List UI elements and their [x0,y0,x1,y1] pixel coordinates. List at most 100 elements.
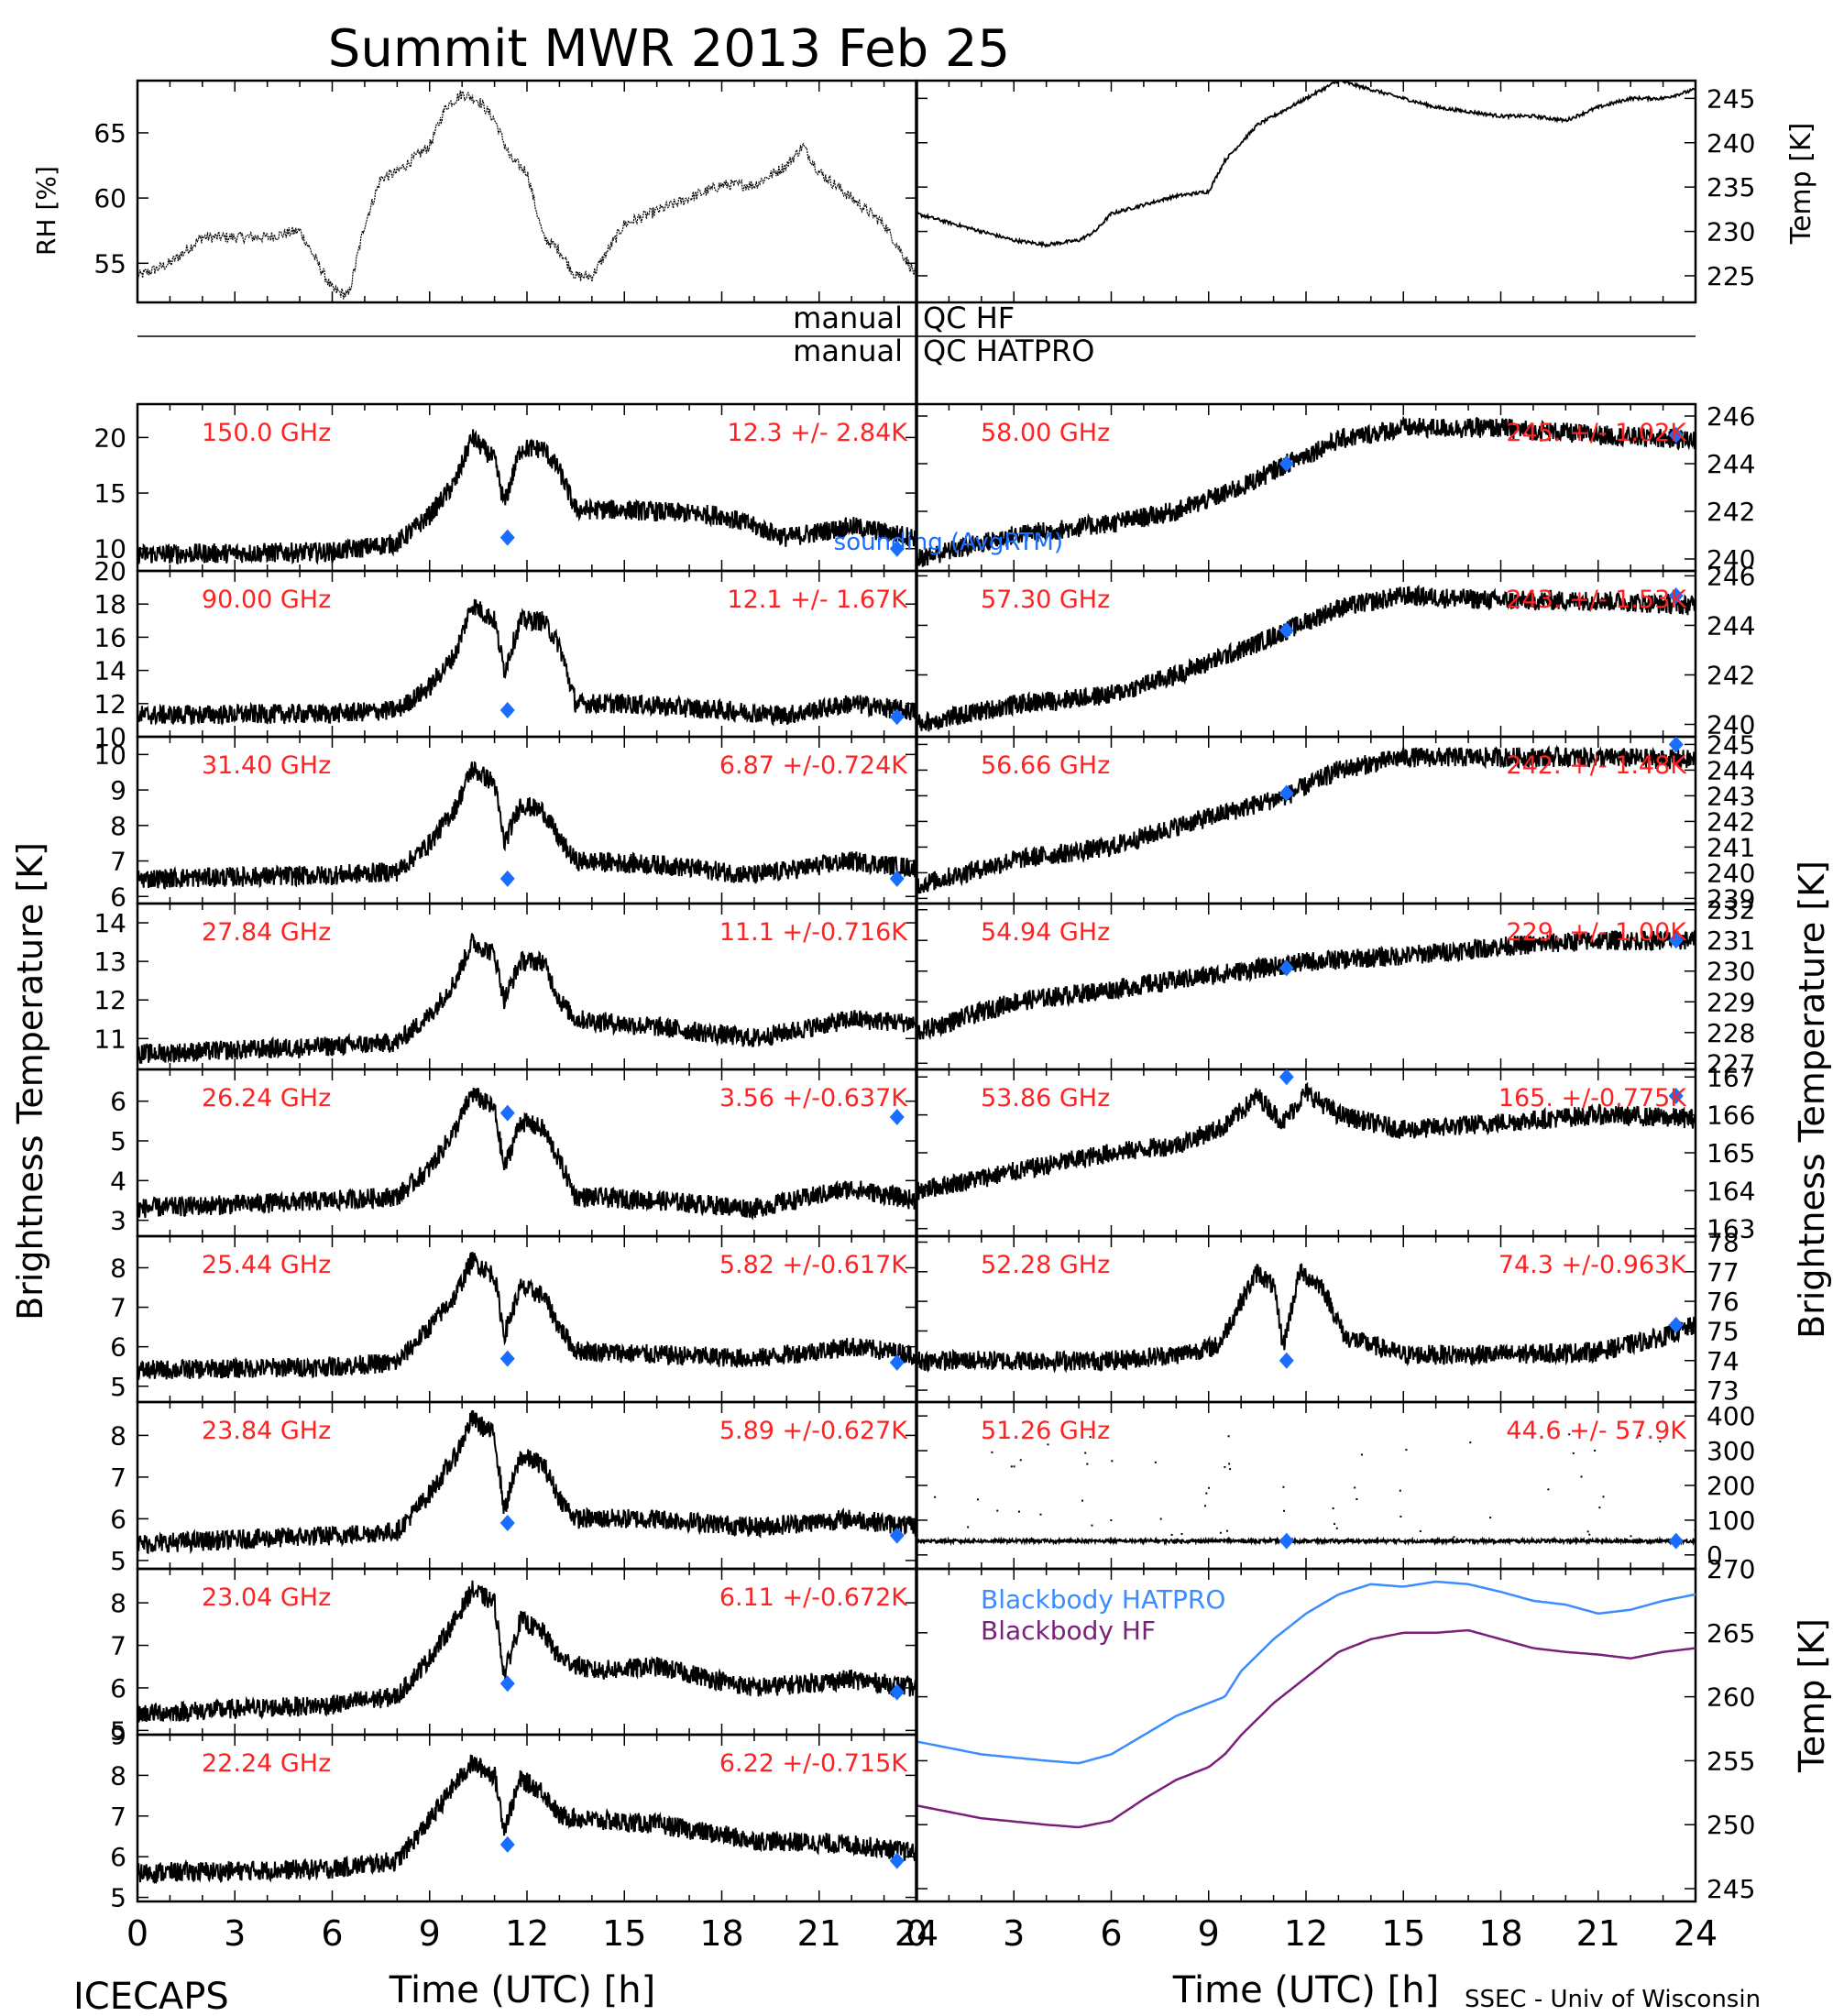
outlier-point [1282,1485,1285,1488]
y-tick-label: 74 [1707,1346,1740,1376]
channel-label: 58.00 GHz [981,419,1110,447]
outlier-point [1602,1496,1605,1498]
y-tick-label: 15 [93,478,126,509]
y-tick-label: 6 [110,1673,126,1704]
chart-title: Summit MWR 2013 Feb 25 [328,19,1010,79]
outlier-point [1354,1486,1356,1489]
panel-ch23_04: 5 6 7 8 23.04 GHz 6.11 +/-0.672K [110,1567,918,1746]
y-tick-label: 227 [1707,1048,1755,1079]
outlier-point [1229,1468,1232,1471]
sounding-marker [499,1835,515,1853]
series-trace [916,415,1696,567]
plot-area [916,1069,1696,1200]
outlier-point [1204,1505,1207,1507]
channel-label: 54.94 GHz [981,918,1110,947]
y-tick-label: 73 [1707,1375,1740,1406]
x-tick-label: 0 [906,1913,927,1954]
outlier-point [1089,1436,1092,1439]
outlier-point [996,1509,999,1512]
y-tick-label: 250 [1707,1810,1755,1840]
sounding-marker [1279,1069,1294,1086]
sounding-marker [1668,737,1684,753]
y-tick-label: 10 [93,534,126,564]
outlier-point [1111,1460,1114,1463]
y-tick-label: 244 [1707,755,1755,785]
outlier-point [1469,1441,1472,1444]
outlier-point [1205,1492,1208,1495]
sounding-marker [1668,932,1684,949]
y-tick-label: 12 [93,985,126,1015]
y-tick-label: 242 [1707,497,1755,527]
qc-hatpro-label: QC HATPRO [923,334,1094,368]
y-tick-label: 20 [93,422,126,453]
sounding-marker [1668,1087,1684,1104]
y-tick-label: 8 [110,1253,126,1283]
x-tick-label: 21 [797,1913,841,1954]
legend-entry: Blackbody HF [981,1616,1156,1646]
sounding-marker [499,1514,515,1531]
plot-area [916,584,1696,732]
series-trace [137,429,916,565]
y-tick-label: 245 [1707,729,1755,760]
y-tick-label: 5 [110,1546,126,1576]
series-trace [137,1087,916,1221]
series-trace [137,933,916,1064]
legend-entry: Blackbody HATPRO [981,1584,1225,1615]
y-tick-label: 167 [1707,1062,1755,1092]
sounding-marker [889,1683,905,1701]
rh-line [137,90,916,300]
outlier-point [934,1496,937,1498]
y-tick-label: 245 [1707,1874,1755,1904]
y-tick-label: 11 [93,1024,126,1054]
channel-label: 51.26 GHz [981,1417,1110,1445]
sounding-marker [889,540,905,557]
outlier-point [1334,1523,1336,1526]
y-tick-label: 6 [110,1504,126,1534]
outlier-point [1547,1488,1550,1491]
channel-label: 56.66 GHz [981,751,1110,780]
outlier-point [1219,1531,1222,1534]
y-tick-label: 8 [110,1760,126,1791]
series-trace [916,1263,1696,1374]
outlier-point [967,1526,970,1528]
sounding-marker [889,1852,905,1869]
outlier-point [1335,1527,1338,1529]
channel-label: 52.28 GHz [981,1251,1110,1279]
x-tick-label: 18 [1478,1913,1522,1954]
plot-area [137,933,916,1064]
channel-stats: 6.87 +/-0.724K [719,751,908,780]
y-tick-label: 6 [110,1332,126,1363]
channel-label: 31.40 GHz [202,751,331,780]
outlier-point [1017,1510,1020,1513]
y-tick-label: 239 [1707,883,1755,914]
panel-ch27: 11 12 13 14 27.84 GHz 11.1 +/-0.716K [93,902,918,1071]
outlier-point [1154,1461,1157,1463]
ylabel-temp-top: Temp [K] [1785,123,1817,246]
y-tick-label: 60 [93,183,126,214]
plot-area [137,761,916,890]
sounding-marker [1279,1352,1294,1369]
channel-stats: 12.1 +/- 1.67K [727,586,908,614]
outlier-point [1159,1517,1162,1520]
y-tick-label: 55 [93,248,126,279]
y-tick-label: 166 [1707,1101,1755,1131]
y-tick-label: 225 [1707,261,1755,291]
outlier-point [1489,1517,1492,1519]
outlier-point [1598,1507,1601,1509]
y-tick-label: 10 [93,722,126,752]
series-trace [916,1535,1696,1547]
x-tick-label: 12 [1284,1913,1328,1954]
y-tick-label: 9 [110,1720,126,1750]
y-tick-label: 245 [1707,83,1755,114]
y-tick-label: 6 [110,1087,126,1117]
y-tick-label: 8 [110,811,126,841]
y-tick-label: 7 [110,1293,126,1323]
y-tick-label: 400 [1707,1401,1755,1431]
x-tick-label: 18 [699,1913,743,1954]
channel-stats: 245. +/- 1.02K [1506,419,1687,447]
sounding-marker [1668,1532,1684,1550]
x-tick-label: 6 [1100,1913,1122,1954]
